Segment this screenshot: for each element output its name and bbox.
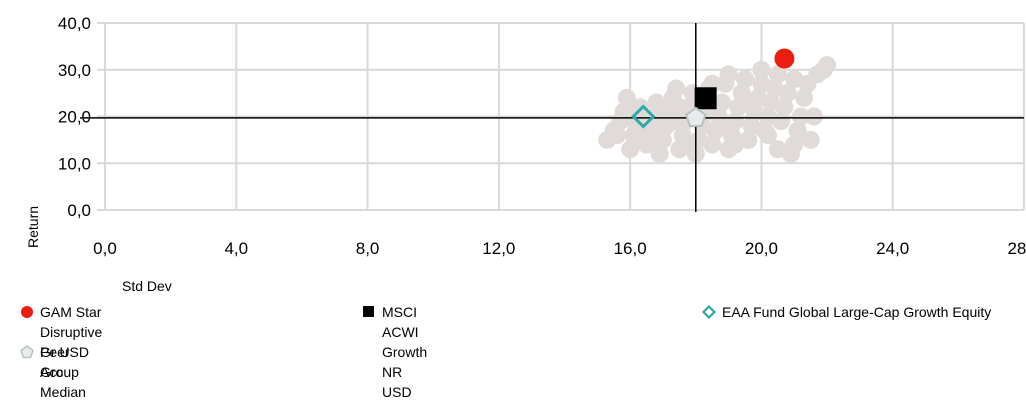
peer-point bbox=[788, 121, 807, 140]
peer-point bbox=[647, 93, 666, 112]
peer-point bbox=[752, 60, 771, 79]
peer-point bbox=[653, 130, 672, 149]
peer-point bbox=[736, 93, 755, 112]
legend-label: EAA Fund Global Large-Cap Growth Equity bbox=[722, 304, 992, 320]
peer-point bbox=[772, 112, 791, 131]
x-tick-label: 12,0 bbox=[482, 239, 515, 258]
peer-median-marker bbox=[685, 106, 707, 127]
y-axis-label: Return bbox=[25, 206, 41, 248]
peer-point bbox=[785, 135, 804, 154]
diamond-icon bbox=[702, 305, 716, 319]
x-tick-label: 28,0 bbox=[1007, 239, 1026, 258]
peer-point bbox=[713, 93, 732, 112]
peer-point bbox=[703, 135, 722, 154]
x-axis-label: Std Dev bbox=[122, 278, 172, 294]
crosshair-lines bbox=[80, 23, 1024, 212]
peer-point bbox=[713, 116, 732, 135]
peer-point bbox=[670, 98, 689, 117]
fund-marker bbox=[774, 48, 795, 69]
peer-point bbox=[768, 140, 787, 159]
peer-point bbox=[680, 135, 699, 154]
x-tick-label: 0,0 bbox=[93, 239, 117, 258]
peer-point bbox=[795, 88, 814, 107]
peer-point bbox=[608, 126, 627, 145]
peer-point bbox=[719, 65, 738, 84]
peer-point bbox=[650, 144, 669, 163]
legend-label: MSCI ACWI Growth NR USD bbox=[382, 304, 428, 400]
peer-point bbox=[621, 140, 640, 159]
tick-labels: 0,0 4,0 8,0 12,0 16,0 20,0 24,0 28,0 0,0 10,0 20,0… bbox=[58, 14, 1026, 258]
peer-point bbox=[736, 70, 755, 89]
peer-point bbox=[791, 107, 810, 126]
x-tick-label: 4,0 bbox=[224, 239, 248, 258]
x-tick-label: 24,0 bbox=[876, 239, 909, 258]
x-tick-label: 20,0 bbox=[745, 239, 778, 258]
peer-point bbox=[634, 130, 653, 149]
scatter-chart: 0,0 4,0 8,0 12,0 16,0 20,0 24,0 28,0 0,0 10,0 20,0… bbox=[25, 14, 1026, 258]
peer-point bbox=[758, 126, 777, 145]
peer-point bbox=[617, 88, 636, 107]
category-marker bbox=[631, 104, 656, 129]
y-tick-label: 10,0 bbox=[58, 154, 91, 173]
x-tick-label: 16,0 bbox=[614, 239, 647, 258]
peer-point bbox=[818, 56, 837, 75]
benchmark-marker bbox=[694, 87, 717, 110]
peer-point bbox=[667, 79, 686, 98]
y-tick-label: 20,0 bbox=[58, 108, 91, 127]
y-tick-label: 0,0 bbox=[67, 201, 91, 220]
circle-icon bbox=[21, 306, 33, 318]
y-tick-label: 40,0 bbox=[58, 14, 91, 33]
peer-point bbox=[768, 65, 787, 84]
pentagon-icon bbox=[20, 345, 34, 359]
peer-point bbox=[804, 107, 823, 126]
peer-point bbox=[775, 98, 794, 117]
peer-point bbox=[647, 116, 666, 135]
y-tick-label: 30,0 bbox=[58, 61, 91, 80]
peer-point bbox=[726, 135, 745, 154]
legend-label: Peer Group Median bbox=[40, 344, 86, 400]
peer-point bbox=[778, 84, 797, 103]
x-tick-label: 8,0 bbox=[356, 239, 380, 258]
peer-point bbox=[663, 112, 682, 131]
peer-points bbox=[598, 56, 837, 163]
square-icon bbox=[363, 306, 374, 317]
grid-lines bbox=[97, 22, 1025, 211]
series-markers bbox=[631, 48, 795, 129]
peer-point bbox=[627, 107, 646, 126]
peer-point bbox=[801, 130, 820, 149]
